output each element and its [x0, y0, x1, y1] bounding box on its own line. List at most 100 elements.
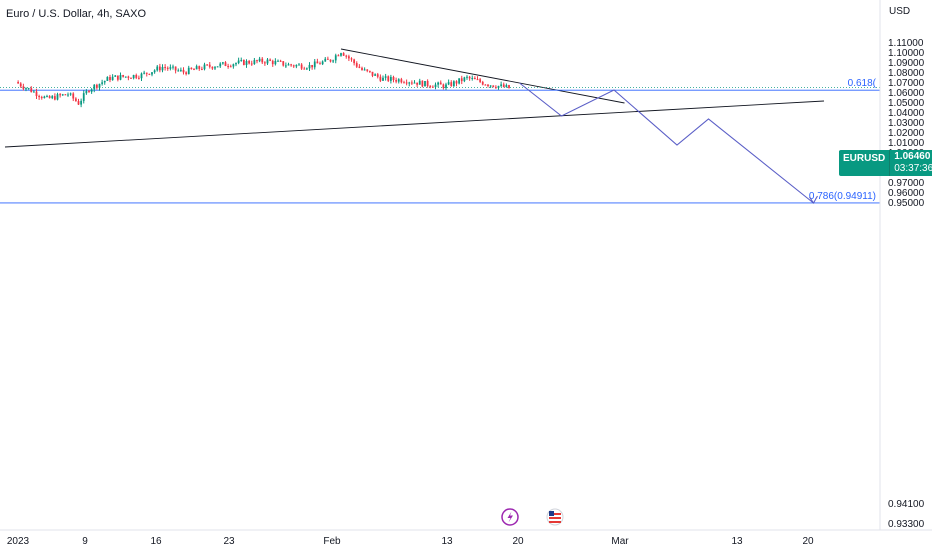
candle-body — [235, 63, 237, 65]
candle-body — [245, 60, 248, 65]
candle-body — [135, 75, 138, 78]
y-tick-label: 0.94100 — [888, 499, 925, 510]
fib-level-label: 0.786(0.94911) — [809, 191, 876, 202]
candle-body — [463, 77, 466, 82]
candle-body — [508, 85, 510, 89]
candle-body — [27, 88, 30, 90]
candle-body — [487, 84, 489, 86]
candle-body — [258, 58, 261, 62]
candle-body — [32, 91, 35, 93]
candle-body — [303, 68, 306, 70]
candle-body — [53, 96, 56, 100]
candle-body — [103, 80, 106, 83]
candle-body — [290, 64, 293, 66]
candle-body — [74, 98, 77, 102]
candle-body — [353, 59, 356, 64]
candle-body — [368, 70, 371, 72]
symbol-label: EURUSD — [839, 151, 890, 167]
candle-body — [384, 76, 387, 78]
candle-body — [413, 82, 416, 84]
candle-body — [382, 77, 384, 81]
candle-body — [122, 75, 125, 77]
candle-body — [90, 89, 93, 92]
candle-body — [22, 86, 25, 89]
candle-body — [77, 101, 80, 105]
trendlines — [4, 48, 825, 148]
candle-body — [342, 53, 345, 56]
candle-body — [437, 82, 440, 85]
candle-body — [203, 64, 206, 70]
candle-body — [300, 64, 303, 69]
candle-body — [305, 68, 308, 70]
candle-body — [358, 66, 361, 68]
candle-body — [145, 72, 148, 74]
candle-body — [295, 64, 298, 67]
candle-body — [72, 93, 75, 99]
candle-body — [219, 63, 222, 67]
candle-body — [111, 76, 114, 81]
candle-body — [392, 76, 395, 81]
x-tick-label: 16 — [150, 536, 162, 547]
candlesticks — [17, 52, 510, 108]
candle-body — [410, 82, 413, 84]
candle-body — [242, 59, 245, 65]
candle-body — [442, 84, 445, 88]
candle-body — [80, 100, 83, 105]
candle-body — [85, 91, 88, 94]
candle-body — [19, 83, 22, 87]
candle-body — [324, 58, 327, 62]
candle-body — [371, 71, 374, 76]
candle-body — [214, 67, 216, 69]
candle-body — [298, 64, 300, 66]
candle-body — [458, 78, 461, 84]
candle-body — [479, 79, 482, 82]
candle-body — [500, 84, 503, 86]
candle-body — [124, 76, 127, 78]
candle-body — [434, 84, 437, 88]
candle-body — [229, 66, 232, 68]
candle-body — [98, 83, 101, 88]
y-tick-label: 0.96000 — [888, 188, 925, 199]
candle-body — [35, 91, 38, 97]
candle-body — [408, 82, 411, 84]
candle-body — [439, 82, 442, 85]
candle-body — [279, 60, 282, 62]
candle-body — [25, 88, 27, 90]
candle-body — [130, 77, 132, 79]
candle-body — [17, 82, 20, 84]
candle-body — [106, 76, 109, 81]
candle-body — [51, 96, 54, 99]
x-tick-label: 20 — [802, 536, 814, 547]
candle-body — [30, 88, 33, 93]
candle-body — [64, 94, 67, 96]
candle-body — [177, 70, 180, 72]
bar-countdown: 03:37:36 — [894, 163, 932, 174]
candle-body — [93, 84, 96, 90]
candle-body — [116, 75, 119, 80]
candle-body — [95, 84, 98, 88]
candle-body — [505, 85, 508, 87]
candle-body — [389, 76, 392, 81]
candle-body — [363, 69, 366, 71]
candle-body — [61, 94, 64, 96]
candle-body — [237, 60, 240, 64]
candle-body — [450, 82, 453, 86]
candle-body — [48, 96, 51, 99]
candle-body — [326, 58, 329, 60]
trendline — [340, 48, 625, 104]
candle-body — [148, 73, 151, 75]
candle-body — [387, 76, 390, 81]
candle-body — [143, 72, 146, 74]
candle-body — [179, 69, 182, 71]
x-tick-label: 9 — [82, 536, 88, 547]
y-tick-label: 1.04000 — [888, 108, 925, 119]
projection-arrowhead — [809, 195, 818, 205]
fib-level-label: 0.618( — [848, 78, 877, 89]
candle-body — [376, 74, 379, 77]
candle-body — [198, 66, 201, 69]
candle-body — [248, 60, 251, 64]
flag-stripe — [549, 517, 561, 519]
y-tick-label: 1.10000 — [888, 48, 925, 59]
x-tick-label: 13 — [441, 536, 453, 547]
